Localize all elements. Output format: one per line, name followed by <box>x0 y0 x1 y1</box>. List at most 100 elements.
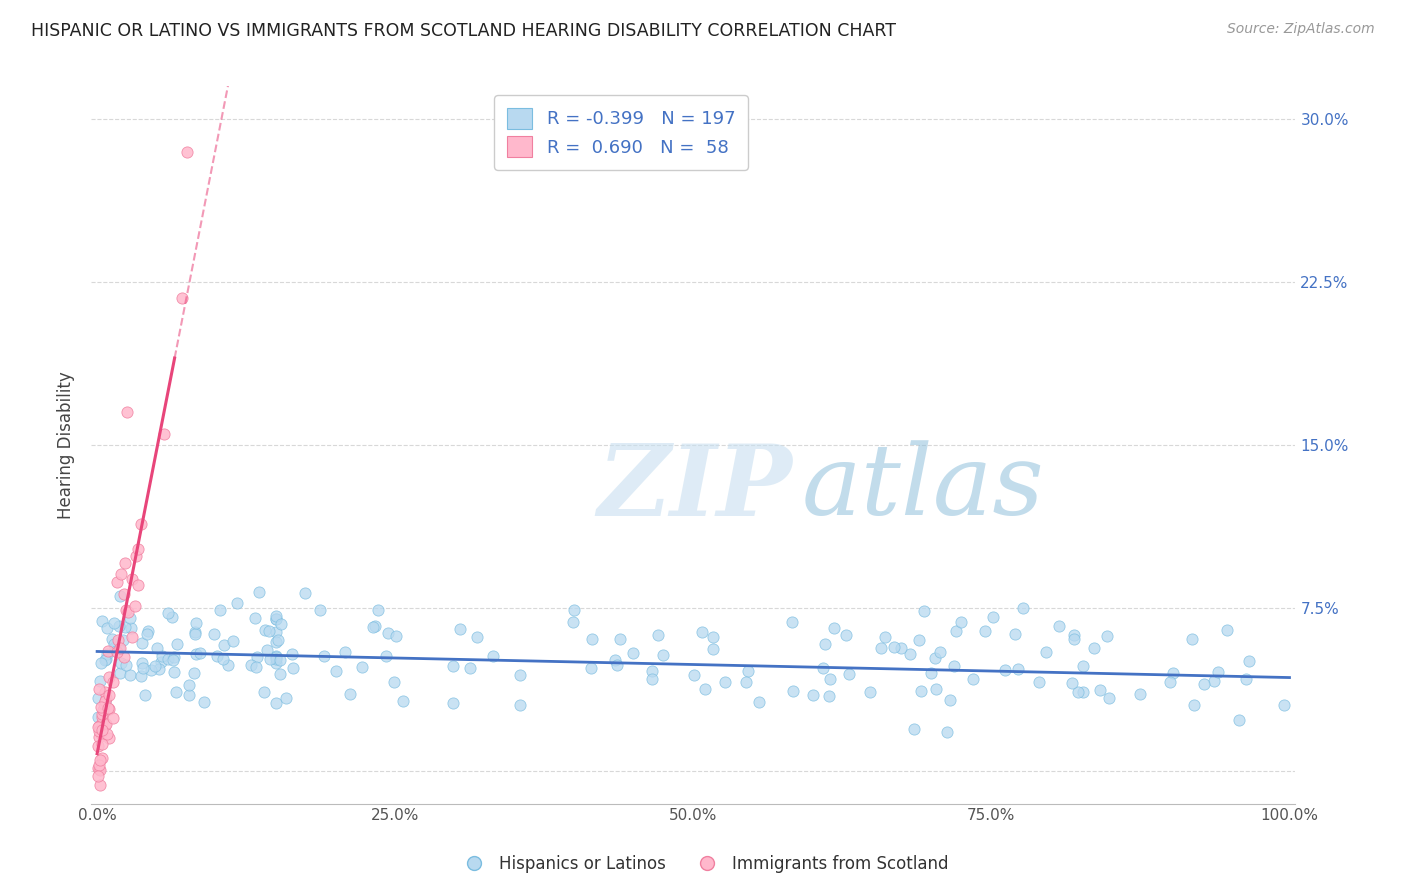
Point <box>936 724 959 739</box>
Point <box>97 670 120 684</box>
Point <box>1067 685 1090 699</box>
Point <box>165 685 187 699</box>
Point <box>156 652 179 666</box>
Point <box>1204 674 1226 689</box>
Point <box>1097 629 1119 643</box>
Point <box>90 699 112 714</box>
Point <box>814 637 837 651</box>
Point <box>823 621 845 635</box>
Point <box>264 651 287 665</box>
Point <box>114 620 136 634</box>
Point <box>264 624 287 639</box>
Point <box>256 643 278 657</box>
Point <box>690 624 713 639</box>
Point <box>1060 675 1083 690</box>
Point <box>1206 665 1229 679</box>
Point <box>112 650 135 665</box>
Point <box>1071 659 1094 673</box>
Point <box>87 739 110 753</box>
Point <box>108 665 131 680</box>
Point <box>114 603 136 617</box>
Point <box>647 628 669 642</box>
Point <box>87 730 110 744</box>
Point <box>212 638 235 652</box>
Point <box>920 666 942 681</box>
Point <box>115 405 138 419</box>
Point <box>641 665 664 679</box>
Point <box>103 615 125 630</box>
Point <box>264 609 287 624</box>
Point <box>247 585 270 599</box>
Point <box>925 681 948 696</box>
Point <box>90 710 112 724</box>
Point <box>183 624 205 639</box>
Point <box>120 667 142 681</box>
Point <box>391 694 413 708</box>
Point <box>91 751 114 765</box>
Point <box>101 710 124 724</box>
Point <box>134 688 156 702</box>
Point <box>115 658 138 673</box>
Point <box>129 516 152 531</box>
Point <box>87 768 110 782</box>
Point <box>735 674 758 689</box>
Point <box>166 637 188 651</box>
Point <box>993 663 1015 677</box>
Point <box>114 556 136 570</box>
Point <box>97 731 120 746</box>
Legend: Hispanics or Latinos, Immigrants from Scotland: Hispanics or Latinos, Immigrants from Sc… <box>450 848 956 880</box>
Point <box>89 723 111 738</box>
Point <box>267 632 290 647</box>
Point <box>177 678 200 692</box>
Point <box>1272 698 1295 712</box>
Legend: R = -0.399   N = 197, R =  0.690   N =  58: R = -0.399 N = 197, R = 0.690 N = 58 <box>495 95 748 169</box>
Point <box>509 668 531 682</box>
Point <box>1229 713 1251 727</box>
Point <box>186 616 208 631</box>
Point <box>981 609 1004 624</box>
Text: ZIP: ZIP <box>598 440 792 536</box>
Point <box>141 663 163 677</box>
Point <box>96 691 118 706</box>
Point <box>782 683 804 698</box>
Point <box>269 667 291 681</box>
Point <box>89 763 111 777</box>
Point <box>375 648 398 663</box>
Point <box>207 648 229 663</box>
Point <box>910 683 932 698</box>
Point <box>90 614 112 628</box>
Point <box>1047 619 1070 633</box>
Point <box>163 665 186 679</box>
Point <box>91 706 114 721</box>
Point <box>132 661 155 675</box>
Point <box>131 636 153 650</box>
Point <box>110 656 132 670</box>
Point <box>818 689 841 703</box>
Point <box>105 645 128 659</box>
Point <box>124 599 146 613</box>
Point <box>160 610 183 624</box>
Point <box>90 737 112 751</box>
Point <box>96 622 118 636</box>
Point <box>257 624 280 638</box>
Point <box>333 645 356 659</box>
Point <box>94 717 117 731</box>
Point <box>243 610 266 624</box>
Point <box>581 632 603 647</box>
Point <box>1063 628 1085 642</box>
Point <box>609 632 631 646</box>
Point <box>222 633 245 648</box>
Point <box>172 291 194 305</box>
Point <box>363 620 385 634</box>
Point <box>1004 627 1026 641</box>
Point <box>652 648 675 662</box>
Point <box>693 682 716 697</box>
Point <box>145 659 167 673</box>
Point <box>146 640 169 655</box>
Point <box>245 660 267 674</box>
Point <box>87 761 110 775</box>
Point <box>945 624 967 638</box>
Point <box>309 603 332 617</box>
Point <box>606 657 628 672</box>
Point <box>94 684 117 698</box>
